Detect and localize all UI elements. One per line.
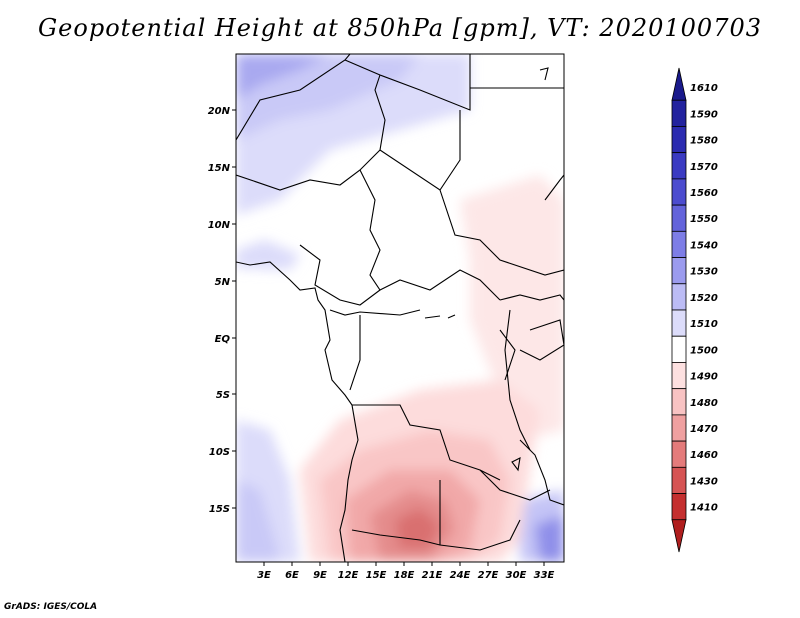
lon-label: 3E	[257, 570, 271, 581]
color-bar-swatch	[671, 257, 687, 285]
lon-label: 24E	[450, 570, 471, 581]
color-bar-label: 1510	[690, 319, 718, 330]
color-bar-label: 1590	[690, 109, 718, 120]
color-bar-swatch	[671, 204, 687, 232]
color-bar-swatch	[671, 414, 687, 442]
color-bar-swatch	[671, 493, 687, 521]
lat-label: 5S	[216, 390, 230, 401]
contour-1550-north	[236, 54, 330, 100]
color-bar-swatch	[671, 283, 687, 311]
lon-label: 9E	[313, 570, 327, 581]
color-bar-label: 1610	[690, 83, 718, 94]
color-bar: 1610 1590 1580 1570 1560 1550 1540 1530 1520 1510…	[671, 67, 718, 553]
map-frame	[235, 53, 565, 563]
color-bar-label: 1410	[690, 503, 718, 514]
color-bar-swatch	[671, 519, 687, 553]
color-bar-label: 1520	[690, 293, 718, 304]
lon-label: 12E	[338, 570, 359, 581]
lon-label: 21E	[422, 570, 443, 581]
color-bar-label: 1560	[690, 188, 718, 199]
color-bar-label: 1500	[690, 345, 718, 356]
lat-label: 5N	[215, 277, 231, 288]
color-bar-swatch	[671, 335, 687, 363]
lon-label: 18E	[394, 570, 415, 581]
color-bar-swatch	[671, 67, 687, 101]
color-bar-label: 1550	[690, 214, 718, 225]
country-borders	[236, 54, 564, 562]
lat-label: EQ	[215, 334, 231, 345]
color-bar-swatch	[671, 126, 687, 154]
color-bar-swatch	[671, 388, 687, 416]
lon-label: 6E	[285, 570, 299, 581]
lat-label: 20N	[208, 106, 231, 117]
lat-label: 15S	[209, 504, 230, 515]
color-bar-swatch	[671, 152, 687, 180]
color-bar-swatch	[671, 178, 687, 206]
grads-credit: GrADS: IGES/COLA	[4, 602, 98, 612]
height-field	[236, 54, 564, 562]
lon-label: 30E	[506, 570, 527, 581]
lon-label: 15E	[366, 570, 387, 581]
color-bar-label: 1580	[690, 136, 718, 147]
lat-label: 10N	[208, 220, 231, 231]
map-title: Geopotential Height at 850hPa [gpm], VT:…	[38, 14, 762, 42]
color-bar-swatch	[671, 362, 687, 390]
color-bar-swatch	[671, 440, 687, 468]
contour-1500-east	[460, 175, 564, 440]
lon-axis: 3E 6E 9E 12E 15E 18E 21E 24E 27E 30E 33E	[257, 562, 555, 581]
color-bar-label: 1430	[690, 476, 718, 487]
color-bar-swatch	[671, 230, 687, 258]
lon-label: 33E	[534, 570, 555, 581]
color-bar-swatch	[671, 99, 687, 127]
color-bar-label: 1570	[690, 162, 718, 173]
color-bar-swatch	[671, 466, 687, 494]
color-bar-swatch	[671, 309, 687, 337]
color-bar-label: 1540	[690, 240, 718, 251]
lon-label: 27E	[478, 570, 499, 581]
color-bar-label: 1460	[690, 450, 718, 461]
lat-axis: 20N 15N 10N 5N EQ 5S 10S 15S	[208, 106, 236, 515]
lat-label: 10S	[209, 447, 230, 458]
lat-label: 15N	[208, 163, 231, 174]
color-bar-label: 1530	[690, 267, 718, 278]
color-bar-label: 1490	[690, 372, 718, 383]
color-bar-label: 1480	[690, 398, 718, 409]
color-bar-label: 1470	[690, 424, 718, 435]
